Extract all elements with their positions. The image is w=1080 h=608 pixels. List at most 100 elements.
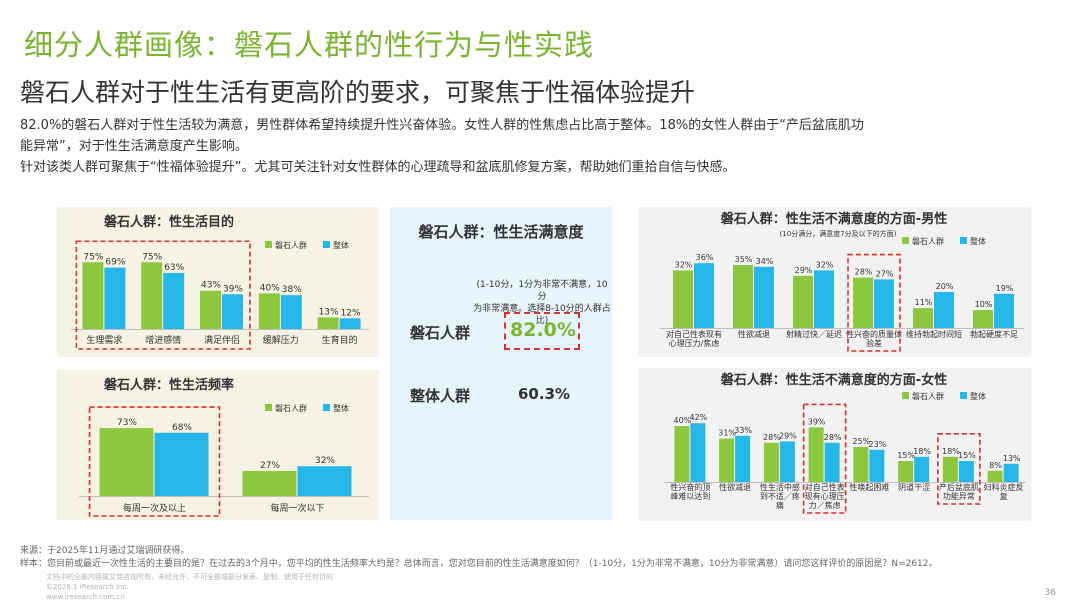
data-label: 15%	[897, 451, 915, 460]
bar	[934, 292, 954, 328]
data-label: 19%	[996, 284, 1014, 293]
data-label: 28%	[824, 433, 842, 442]
summary-line: 82.0%的磐石人群对于性生活较为满意，男性群体希望持续提升性兴奋体验。女性人群…	[20, 118, 864, 133]
category-label: 阴道干涩	[898, 482, 930, 492]
satisfaction-note-line: (1-10分，1分为非常不满意，10分	[476, 280, 608, 302]
bar	[987, 470, 1003, 482]
chart-title: 磐石人群：性生活不满意度的方面-女性	[721, 372, 947, 388]
data-label: 13%	[1003, 454, 1021, 463]
data-label: 34%	[756, 257, 774, 266]
copyright-line: ©2026.1 iResearch Inc.	[46, 583, 129, 591]
satisfaction-panel: 磐石人群：性生活满意度 (1-10分，1分为非常不满意，10分 为非常满意。选择…	[390, 207, 612, 520]
chart-male-panel: 磐石人群：性生活不满意度的方面-男性 (10分满分，满意度7分及以下的方面) 磐石人…	[638, 207, 1031, 357]
data-label: 42%	[689, 413, 707, 422]
data-label: 40%	[673, 416, 691, 425]
chart-frequency-panel: 磐石人群：性生活频率 磐石人群 整体 73% 68% 每周一次及以上 27% 32% 每周一次以…	[57, 370, 379, 520]
data-label: 18%	[913, 447, 931, 456]
category-label: 射精过快／延迟	[786, 329, 842, 339]
bar	[99, 428, 154, 496]
bar	[694, 263, 714, 328]
data-label: 36%	[696, 253, 714, 262]
chart-female-panel: 磐石人群：性生活不满意度的方面-女性 磐石人群 整体 40% 42% 性兴奋的顶 峰难以达到…	[638, 368, 1031, 521]
data-label: 27%	[260, 461, 280, 471]
data-label: 15%	[958, 451, 976, 460]
page-subtitle: 磐石人群对于性生活有更高阶的要求，可聚焦于性福体验提升	[20, 78, 696, 107]
bar	[222, 294, 243, 329]
page-number: 36	[1044, 588, 1056, 598]
legend-swatch	[960, 392, 967, 399]
category-label: 对自己性表现有	[666, 329, 722, 339]
bar	[913, 308, 933, 328]
legend-swatch	[323, 404, 330, 411]
category-label: 缓解压力	[263, 334, 299, 346]
highlight-box	[847, 253, 901, 352]
data-label: 11%	[915, 298, 933, 307]
data-label: 39%	[223, 284, 243, 294]
bar	[1003, 463, 1019, 482]
category-label: 生育目的	[322, 334, 358, 346]
chart-subtitle: (10分满分，满意度7分及以下的方面)	[780, 229, 897, 238]
legend-swatch	[960, 237, 967, 244]
copyright-line: 文档中的全部内容属艾瑞咨询所有，未经允许，不可全部或部分发表、复制、使用于任何目…	[46, 573, 333, 581]
data-label: 75%	[83, 252, 103, 262]
summary-text: 82.0%的磐石人群对于性生活较为满意，男性群体希望持续提升性兴奋体验。女性人群…	[20, 115, 1070, 178]
copyright-line: www.iresearch.com.cn	[46, 593, 125, 601]
category-label: 妇科炎症反	[984, 482, 1024, 492]
data-label: 29%	[779, 431, 797, 440]
bar	[814, 270, 834, 328]
satisfaction-note-line: 为非常满意。选择8-10分的人群占比)	[473, 304, 611, 326]
chart-purpose-panel: 磐石人群：性生活目的 磐石人群 整体 75% 69% 生理需求 75% 63% 增进感情 43% 3…	[57, 207, 379, 357]
bar	[958, 461, 974, 482]
data-label: 20%	[936, 282, 954, 291]
data-label: 10%	[975, 300, 993, 309]
summary-line: 能异常”，对于性生活满意度产生影响。	[20, 139, 248, 154]
legend-label: 磐石人群	[912, 391, 944, 401]
category-label: 每周一次及以上	[123, 502, 186, 514]
category-label: 峰难以达到	[670, 491, 710, 501]
category-label: 心理压力/焦虑	[669, 338, 720, 348]
category-label: 性欲减退	[719, 482, 751, 492]
legend-label: 磐石人群	[275, 240, 307, 250]
bar	[942, 456, 958, 482]
data-label: 63%	[164, 263, 184, 273]
bar	[280, 295, 302, 329]
data-label: 38%	[282, 285, 302, 295]
data-label: 27%	[876, 269, 894, 278]
summary-line: 针对该类人群可聚焦于“性福体验提升”。尤其可关注针对女性群体的心理疏导和盆底肌修…	[20, 160, 736, 175]
data-label: 68%	[172, 423, 192, 433]
category-label: 现有心理压	[805, 491, 845, 501]
bar	[793, 275, 813, 328]
data-label: 39%	[808, 417, 826, 426]
bar	[824, 442, 840, 482]
bar	[763, 442, 779, 482]
category-label: 性生活中感	[760, 482, 800, 492]
category-label: 验差	[866, 338, 882, 348]
bar	[141, 262, 163, 329]
bar	[808, 427, 824, 482]
category-label: 性兴奋的顶	[670, 482, 710, 492]
highlight-box	[88, 406, 221, 517]
bar	[735, 435, 751, 482]
bar	[973, 310, 993, 328]
legend-label: 整体	[333, 403, 349, 413]
sample-note: 样本：您目前或最近一次性生活的主要目的是？在过去的3个月中，您平均的性生活频率大…	[20, 559, 938, 569]
chart-title: 磐石人群：性生活不满意度的方面-男性	[721, 211, 947, 227]
data-label: 29%	[795, 266, 813, 275]
page-title: 细分人群画像：磐石人群的性行为与性实践	[24, 28, 595, 62]
bar	[163, 272, 185, 329]
data-label: 31%	[718, 429, 736, 438]
highlight-box	[937, 433, 981, 505]
bar	[853, 277, 873, 328]
data-label: 35%	[735, 255, 753, 264]
legend-swatch	[323, 241, 330, 248]
satisfaction-title: 磐石人群：性生活满意度	[418, 223, 584, 241]
data-label: 13%	[319, 307, 339, 317]
data-label: 8%	[989, 461, 1002, 470]
bar	[200, 290, 221, 329]
category-label: 勃起硬度不足	[970, 329, 1018, 339]
bar	[82, 262, 104, 329]
source-note: 来源：于2025年11月通过艾瑞调研获得。	[20, 546, 190, 556]
bar	[754, 266, 774, 328]
satisfaction-value-core: 82.0%	[510, 319, 576, 341]
